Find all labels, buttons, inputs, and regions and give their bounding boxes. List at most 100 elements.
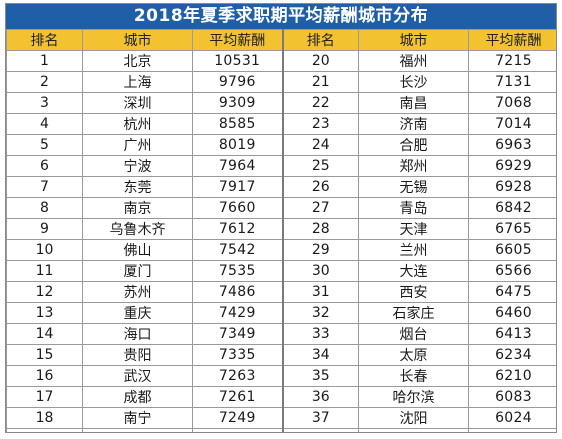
rank-cell: 17: [6, 386, 83, 408]
salary-cell: 7131: [468, 71, 556, 93]
rank-cell: 25: [281, 155, 359, 177]
salary-cell: 7612: [192, 218, 283, 240]
salary-cell: 6566: [468, 260, 556, 282]
rank-cell: 11: [6, 260, 83, 282]
salary-cell: 8585: [192, 113, 283, 135]
table-row: 3 深圳 9309 22 南昌 7068: [6, 92, 556, 114]
city-cell: 天津: [358, 218, 469, 240]
rank-cell: 9: [6, 218, 83, 240]
salary-cell: 6842: [468, 197, 556, 219]
city-cell: 石家庄: [358, 302, 469, 324]
table-row: 9 乌鲁木齐 7612 28 天津 6765: [6, 218, 556, 240]
rank-cell: 26: [281, 176, 359, 198]
rank-cell: 34: [281, 344, 359, 366]
city-cell: 南宁: [82, 407, 193, 429]
city-cell: 佛山: [82, 239, 193, 261]
table-row: 1 北京 10531 20 福州 7215: [6, 50, 556, 72]
table-row: 18 南宁 7249 37 沈阳 6024: [6, 407, 556, 429]
header-city-right: 城市: [358, 29, 469, 51]
salary-cell: 7249: [192, 407, 283, 429]
salary-cell: 7335: [192, 344, 283, 366]
salary-cell: 7535: [192, 260, 283, 282]
table-row: 14 海口 7349 33 烟台 6413: [6, 323, 556, 345]
table-row: 12 苏州 7486 31 西安 6475: [6, 281, 556, 303]
table-row: 15 贵阳 7335 34 太原 6234: [6, 344, 556, 366]
city-cell: 沈阳: [358, 407, 469, 429]
city-cell: 南昌: [358, 92, 469, 114]
salary-cell: 7486: [192, 281, 283, 303]
city-cell: 重庆: [82, 302, 193, 324]
header-rank-left: 排名: [6, 29, 83, 51]
rank-cell: 2: [6, 71, 83, 93]
city-cell: 成都: [82, 386, 193, 408]
city-cell: 海口: [82, 323, 193, 345]
rank-cell: 36: [281, 386, 359, 408]
salary-cell: 7964: [192, 155, 283, 177]
salary-cell: 8019: [192, 134, 283, 156]
city-cell: 苏州: [82, 281, 193, 303]
city-cell: 无锡: [358, 176, 469, 198]
rank-cell: 4: [6, 113, 83, 135]
rank-cell: 22: [281, 92, 359, 114]
city-cell: 武汉: [82, 365, 193, 387]
rank-cell: 31: [281, 281, 359, 303]
city-cell: 深圳: [82, 92, 193, 114]
table-row: 6 宁波 7964 25 郑州 6929: [6, 155, 556, 177]
city-cell: [358, 428, 469, 432]
salary-cell: 6765: [468, 218, 556, 240]
table-row: 2 上海 9796 21 长沙 7131: [6, 71, 556, 93]
header-rank-right: 排名: [281, 29, 359, 51]
header-city-left: 城市: [82, 29, 193, 51]
rank-cell: 23: [281, 113, 359, 135]
salary-cell: 9309: [192, 92, 283, 114]
salary-cell: 6963: [468, 134, 556, 156]
city-cell: 长春: [358, 365, 469, 387]
rank-cell: 1: [6, 50, 83, 72]
city-cell: 广州: [82, 134, 193, 156]
salary-cell: 6929: [468, 155, 556, 177]
rank-cell: 28: [281, 218, 359, 240]
salary-cell: 6928: [468, 176, 556, 198]
salary-cell: 6024: [468, 407, 556, 429]
salary-cell: 9796: [192, 71, 283, 93]
salary-cell: 6413: [468, 323, 556, 345]
city-cell: 福州: [358, 50, 469, 72]
city-cell: 哈尔滨: [358, 386, 469, 408]
rank-cell: 32: [281, 302, 359, 324]
rank-cell: 27: [281, 197, 359, 219]
rank-cell: 29: [281, 239, 359, 261]
rank-cell: 21: [281, 71, 359, 93]
table-title: 2018年夏季求职期平均薪酬城市分布: [6, 4, 556, 29]
salary-cell: 6234: [468, 344, 556, 366]
salary-cell: 6475: [468, 281, 556, 303]
city-cell: 东莞: [82, 176, 193, 198]
city-cell: 昆明: [82, 428, 193, 432]
salary-cell: 7233: [192, 428, 283, 432]
city-cell: 烟台: [358, 323, 469, 345]
rank-cell: 14: [6, 323, 83, 345]
table-row: 11 厦门 7535 30 大连 6566: [6, 260, 556, 282]
rank-cell: 37: [281, 407, 359, 429]
rank-cell: 7: [6, 176, 83, 198]
rank-cell: 8: [6, 197, 83, 219]
city-cell: 上海: [82, 71, 193, 93]
salary-cell: 7917: [192, 176, 283, 198]
city-cell: 宁波: [82, 155, 193, 177]
table-row: 7 东莞 7917 26 无锡 6928: [6, 176, 556, 198]
rank-cell: 10: [6, 239, 83, 261]
salary-cell: 7261: [192, 386, 283, 408]
city-cell: 南京: [82, 197, 193, 219]
salary-cell: 6460: [468, 302, 556, 324]
rank-cell: 35: [281, 365, 359, 387]
city-cell: 大连: [358, 260, 469, 282]
salary-cell: 7014: [468, 113, 556, 135]
rank-cell: 19: [6, 428, 83, 432]
salary-cell: 7263: [192, 365, 283, 387]
salary-cell: 7215: [468, 50, 556, 72]
city-cell: 西安: [358, 281, 469, 303]
header-salary-right: 平均薪酬: [468, 29, 556, 51]
city-cell: 太原: [358, 344, 469, 366]
table-row: 19昆明7233: [6, 428, 556, 432]
salary-table-card: 2018年夏季求职期平均薪酬城市分布 排名 城市 平均薪酬 排名 城市 平均薪酬…: [5, 3, 557, 433]
table-row: 17 成都 7261 36 哈尔滨 6083: [6, 386, 556, 408]
